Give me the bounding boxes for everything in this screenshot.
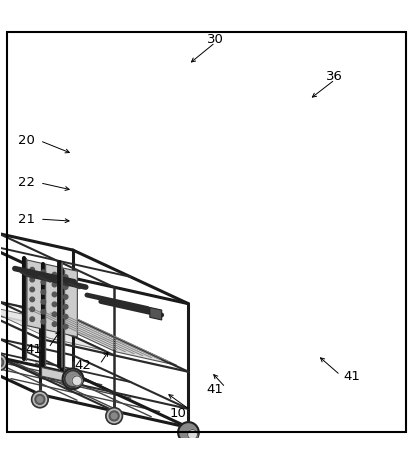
Circle shape	[106, 408, 122, 424]
Circle shape	[63, 325, 68, 329]
Circle shape	[52, 322, 57, 326]
Circle shape	[41, 290, 45, 294]
Circle shape	[178, 422, 198, 443]
Circle shape	[30, 287, 34, 292]
Circle shape	[41, 319, 45, 324]
Text: 41: 41	[25, 343, 42, 356]
Circle shape	[35, 394, 45, 404]
Circle shape	[30, 297, 34, 302]
Polygon shape	[27, 260, 77, 337]
Circle shape	[52, 302, 57, 307]
Text: 22: 22	[18, 176, 35, 189]
Circle shape	[0, 359, 2, 365]
Polygon shape	[41, 368, 71, 383]
Circle shape	[63, 285, 68, 289]
Text: 42: 42	[75, 359, 91, 372]
Circle shape	[31, 391, 48, 408]
Polygon shape	[150, 307, 161, 320]
Circle shape	[70, 376, 76, 382]
Circle shape	[41, 280, 45, 284]
Text: 41: 41	[206, 382, 223, 395]
Text: 41: 41	[342, 370, 359, 383]
Circle shape	[72, 376, 82, 386]
Circle shape	[63, 305, 68, 309]
Circle shape	[0, 354, 7, 370]
Text: 21: 21	[18, 213, 35, 225]
Circle shape	[30, 307, 34, 312]
Circle shape	[187, 430, 197, 439]
Circle shape	[64, 370, 81, 387]
Circle shape	[41, 270, 45, 275]
Circle shape	[109, 411, 119, 421]
Circle shape	[52, 272, 57, 277]
Polygon shape	[0, 303, 105, 350]
Circle shape	[0, 357, 4, 367]
Circle shape	[111, 413, 117, 419]
Text: 10: 10	[169, 407, 186, 419]
Circle shape	[30, 317, 34, 321]
Circle shape	[30, 277, 34, 282]
Circle shape	[63, 314, 68, 319]
Text: 20: 20	[18, 134, 35, 147]
Circle shape	[52, 292, 57, 297]
Circle shape	[62, 369, 83, 389]
Circle shape	[52, 282, 57, 287]
Polygon shape	[15, 305, 176, 365]
Circle shape	[63, 275, 68, 279]
Circle shape	[52, 312, 57, 317]
Circle shape	[37, 396, 43, 402]
Circle shape	[68, 374, 78, 384]
Text: 30: 30	[206, 33, 223, 46]
Circle shape	[30, 268, 34, 272]
Text: 36: 36	[326, 70, 342, 83]
Circle shape	[63, 294, 68, 299]
Circle shape	[41, 300, 45, 304]
Circle shape	[41, 309, 45, 314]
